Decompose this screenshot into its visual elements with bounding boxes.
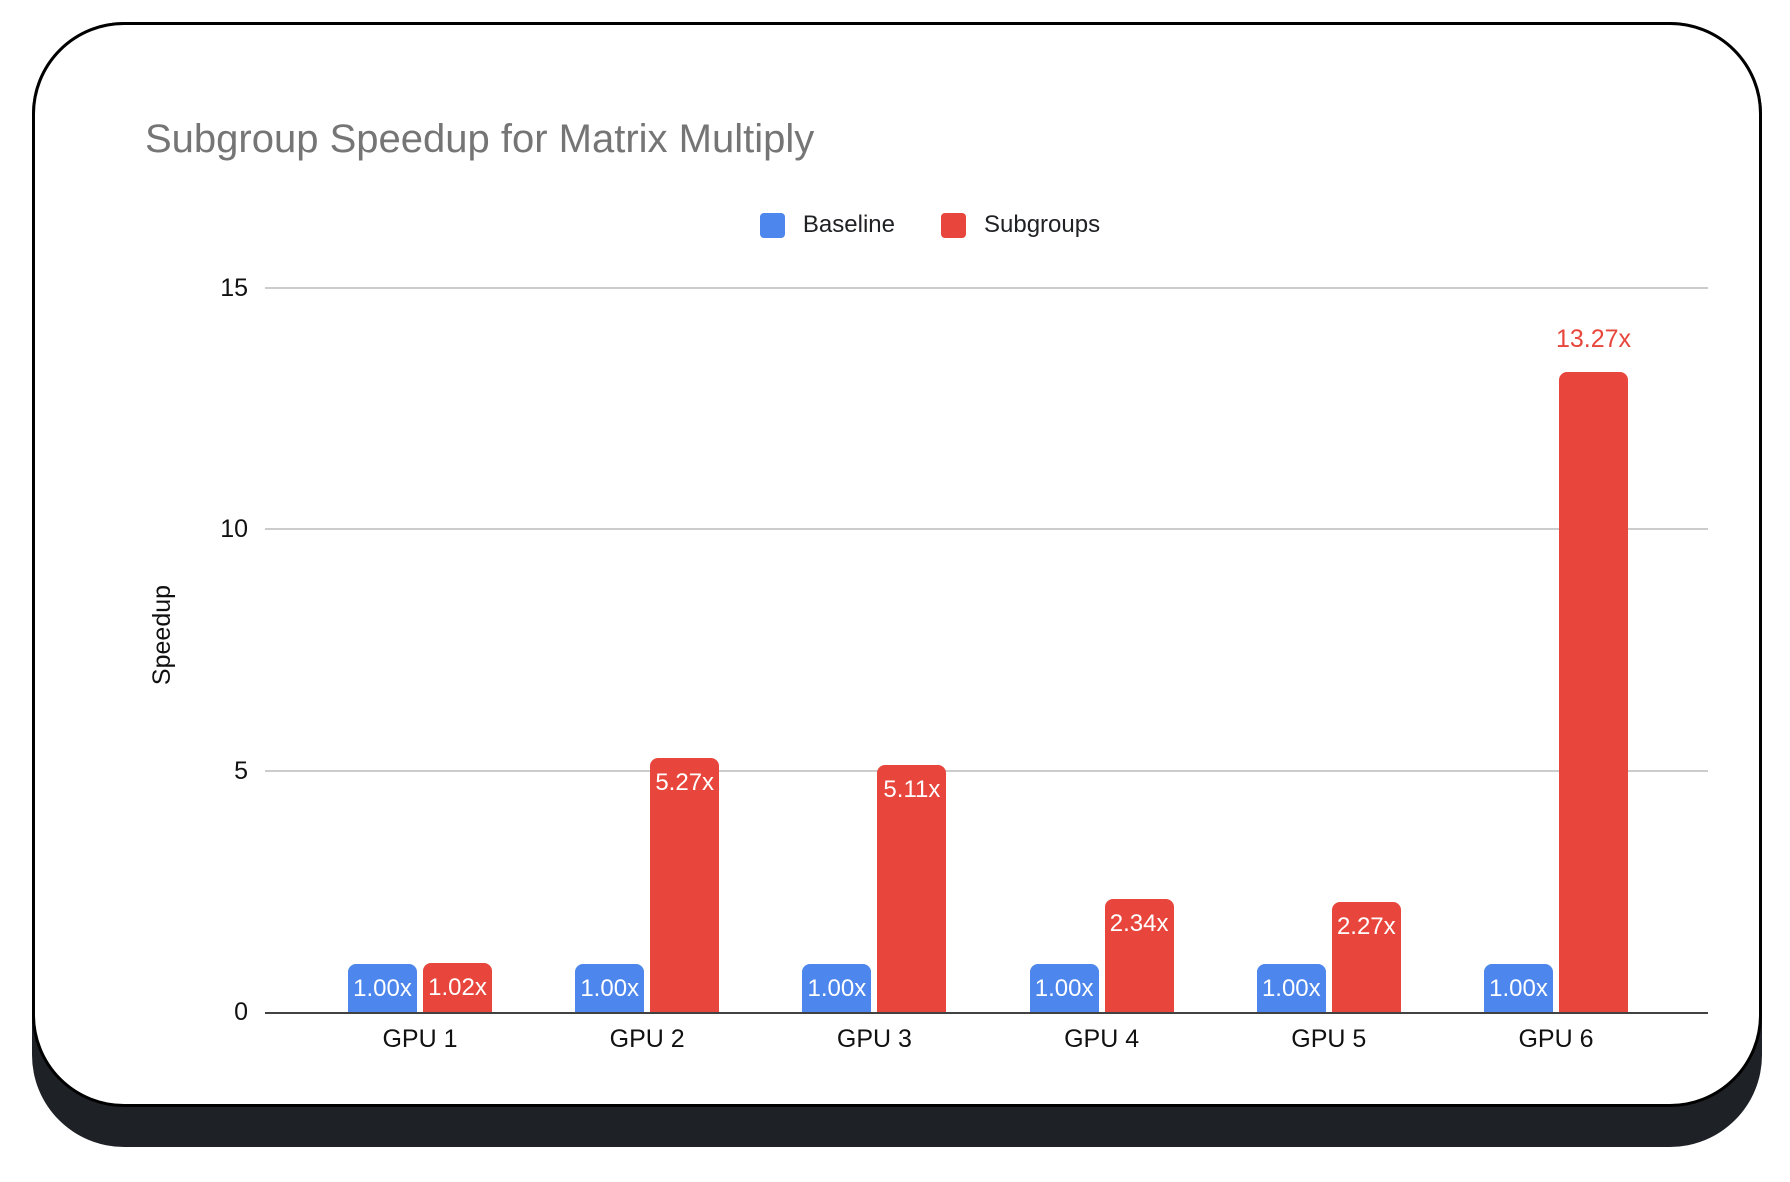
y-tick-label-15: 15	[220, 274, 248, 302]
bar-baseline-gpu-2: 1.00x	[575, 964, 645, 1012]
bar-baseline-gpu-6: 1.00x	[1484, 964, 1553, 1012]
bar-value-label: 5.27x	[655, 769, 715, 796]
legend-label-baseline: Baseline	[802, 211, 895, 238]
gridline-5	[265, 769, 1708, 772]
bar-value-label: 1.00x	[1489, 975, 1548, 1002]
bar-subgroups-gpu-1: 1.02x	[423, 963, 492, 1012]
bar-subgroups-gpu-2: 5.27x	[650, 758, 720, 1012]
legend: Baseline Subgroups	[35, 211, 1790, 239]
bar-subgroups-gpu-5: 2.27x	[1331, 902, 1401, 1012]
bar-baseline-gpu-3: 1.00x	[802, 964, 872, 1012]
gridline-15	[265, 287, 1708, 289]
y-tick-label-10: 10	[220, 515, 248, 544]
x-tick-label-2: GPU 2	[609, 1025, 685, 1053]
x-tick-label-5: GPU 5	[1291, 1025, 1367, 1053]
bar-subgroups-gpu-3: 5.11x	[877, 765, 947, 1012]
x-tick-label-4: GPU 4	[1064, 1025, 1140, 1053]
bar-subgroups-gpu-4: 2.34x	[1104, 899, 1174, 1012]
bar-value-label: 1.02x	[428, 974, 487, 1001]
chart-card: Subgroup Speedup for Matrix Multiply Bas…	[32, 22, 1762, 1107]
bar-value-label: 1.00x	[1261, 975, 1321, 1002]
subgroups-swatch-icon	[940, 212, 966, 238]
bar-value-label: 1.00x	[580, 975, 640, 1002]
bar-value-label: 1.00x	[353, 975, 412, 1002]
bar-baseline-gpu-1: 1.00x	[348, 964, 417, 1012]
y-tick-label-5: 5	[234, 756, 248, 785]
y-tick-label-0: 0	[234, 998, 248, 1026]
bar-value-label: 1.00x	[1034, 975, 1094, 1002]
bar-value-label: 2.27x	[1336, 913, 1396, 940]
bar-value-label: 13.27x	[1555, 325, 1632, 353]
legend-item-subgroups: Subgroups	[940, 211, 1101, 239]
gridline-10	[265, 528, 1708, 531]
baseline-swatch-icon	[759, 212, 785, 238]
bar-value-label: 2.34x	[1109, 910, 1169, 937]
y-axis-title: Speedup	[148, 584, 176, 686]
bar-value-label: 1.00x	[807, 975, 867, 1002]
legend-item-baseline: Baseline	[759, 211, 895, 239]
x-tick-label-3: GPU 3	[836, 1025, 912, 1053]
x-tick-label-6: GPU 6	[1518, 1025, 1594, 1053]
legend-label-subgroups: Subgroups	[983, 211, 1101, 238]
bar-subgroups-gpu-6	[1559, 372, 1628, 1012]
x-tick-label-1: GPU 1	[382, 1025, 458, 1053]
bar-value-label: 5.11x	[883, 776, 941, 803]
plot-area: 0 5 10 15 GPU 1 1.00x 1.02x GPU 2 1.00x 5.27x GPU …	[220, 274, 1708, 1053]
chart-title: Subgroup Speedup for Matrix Multiply	[145, 117, 815, 161]
bar-baseline-gpu-4: 1.00x	[1029, 964, 1099, 1012]
bar-baseline-gpu-5: 1.00x	[1256, 964, 1326, 1012]
